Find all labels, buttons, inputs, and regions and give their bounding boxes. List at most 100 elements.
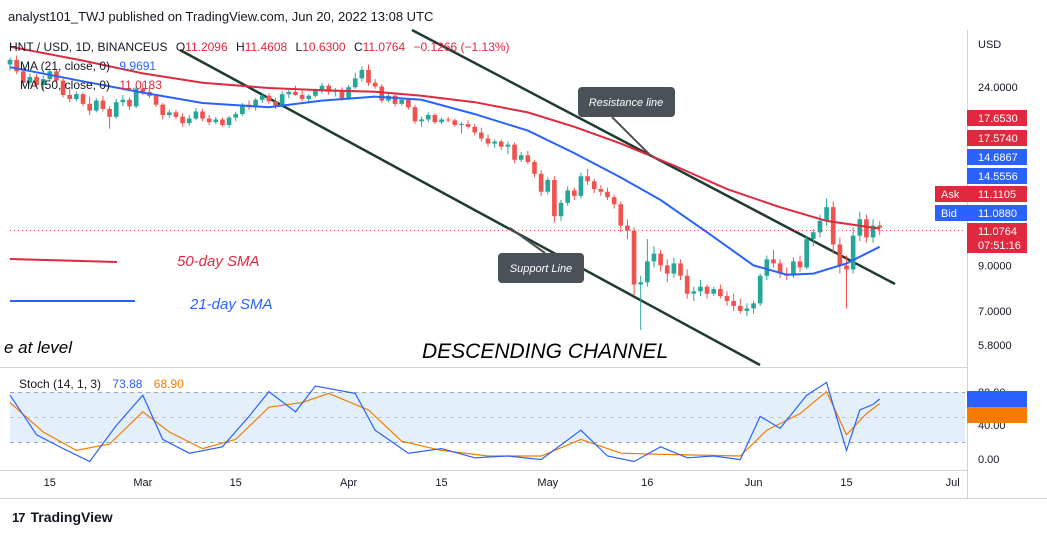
time-tick-label: Jul	[946, 477, 960, 489]
candle-body	[518, 155, 524, 160]
candle-body	[870, 225, 876, 238]
candle-body	[153, 95, 159, 105]
price-axis-currency: USD	[978, 39, 1001, 51]
candle-body	[379, 86, 385, 101]
candle-body	[830, 207, 836, 245]
candle-body	[293, 91, 298, 95]
candle-body	[492, 141, 497, 144]
candle-body	[306, 95, 312, 99]
time-tick-label: Mar	[133, 477, 152, 489]
candle-body	[120, 99, 126, 103]
time-tick-label: Jun	[745, 477, 763, 489]
support-callout-box	[498, 253, 584, 283]
candle-body	[591, 181, 597, 190]
candle-body	[220, 119, 225, 125]
chart-legend[interactable]: HNT / USD, 1D, BINANCEUS O11.2096 H11.46…	[9, 40, 510, 391]
time-tick-label: Apr	[340, 477, 357, 489]
candle-body	[824, 207, 829, 221]
sma50-legend-line	[9, 258, 118, 263]
stoch-lines-group	[9, 381, 881, 463]
price-tag-box	[967, 186, 1027, 202]
candle-body	[731, 300, 736, 306]
candle-body	[419, 119, 424, 122]
candle-body	[27, 76, 33, 83]
candle-body	[180, 116, 185, 124]
price-tag-value: 07:51:16	[978, 240, 1021, 252]
price-tag-box	[967, 237, 1027, 253]
candle-body	[326, 85, 331, 92]
tradingview-footer[interactable]: 17 TradingView	[12, 509, 113, 525]
support-callout-pointer	[509, 227, 546, 254]
candle-body	[671, 263, 677, 274]
candle-body	[452, 120, 458, 125]
candle-body	[167, 112, 172, 115]
candle-body	[757, 275, 763, 304]
stoch-tick-0: 0.00	[978, 454, 999, 466]
time-tick-label: 15	[230, 477, 242, 489]
price-tag-value: 11.0880	[978, 208, 1017, 220]
candle-body	[664, 265, 670, 274]
candle-body	[538, 173, 544, 192]
candle-body	[60, 80, 66, 95]
candle-body	[857, 219, 863, 236]
candle-body	[113, 102, 119, 117]
sma21-label: 21-day SMA	[189, 296, 273, 313]
symbol-pair: HNT / USD, 1D, BINANCEUS	[9, 40, 167, 54]
candle-body	[764, 259, 770, 276]
stoch-d-tag	[967, 407, 1027, 423]
price-tag-box	[967, 110, 1027, 126]
resistance-callout: Resistance line	[578, 87, 675, 158]
candle-body	[698, 286, 703, 292]
candle-body	[691, 291, 697, 294]
stoch-d-line	[9, 390, 881, 457]
candle-body	[20, 71, 26, 83]
candle-body	[339, 90, 345, 99]
price-tags: 17.6530 17.5740 14.6867 14.5556 Ask 11.1105 Bi…	[935, 110, 1027, 253]
candle-body	[485, 138, 491, 144]
candle-body	[127, 99, 132, 107]
time-tick-label: 15	[44, 477, 56, 489]
ma21-line	[9, 66, 881, 276]
ma21-legend: MA (21, close, 0) 9.9691	[20, 59, 156, 73]
change-value: −0.1266 (−1.13%)	[413, 40, 509, 54]
publisher-header: analyst101_TWJ published on TradingView.…	[8, 9, 434, 24]
close-label: C	[354, 40, 363, 54]
candle-body	[525, 155, 531, 163]
candle-body	[804, 239, 809, 268]
price-tag-label-box	[935, 186, 967, 202]
candle-body	[658, 253, 663, 266]
price-tick-label: 7.0000	[978, 306, 1012, 318]
time-axis[interactable]: 15 Mar 15 Apr 15 May 16 Jun 15 Jul	[44, 477, 960, 489]
candle-body	[645, 261, 650, 283]
moving-averages-group	[9, 45, 881, 276]
candle-body	[399, 99, 405, 104]
candle-body	[744, 308, 750, 312]
candle-body	[678, 263, 683, 276]
candle-body	[273, 101, 278, 106]
tradingview-brand: TradingView	[30, 509, 113, 525]
resistance-callout-box	[578, 87, 675, 117]
ma50-legend: MA (50, close, 0) 11.0183	[20, 78, 162, 92]
ma21-legend-value: 9.9691	[119, 59, 156, 73]
candle-body	[392, 95, 398, 104]
stoch-axis[interactable]: 80.00 40.00 0.00	[967, 387, 1027, 466]
candle-body	[173, 112, 179, 117]
support-callout-label: Support Line	[510, 263, 572, 275]
candle-body	[313, 91, 318, 96]
candle-body	[359, 69, 365, 79]
price-tag-box	[967, 130, 1027, 146]
candle-body	[34, 76, 39, 85]
open-value: 11.2096	[185, 40, 228, 54]
candle-body	[751, 303, 756, 309]
candle-body	[279, 94, 285, 106]
candle-body	[100, 100, 106, 109]
candle-body	[877, 225, 883, 228]
candle-body	[286, 91, 292, 95]
symbol-line: HNT / USD, 1D, BINANCEUS O11.2096 H11.46…	[9, 40, 510, 54]
candle-body	[186, 118, 192, 124]
candle-body	[505, 144, 511, 147]
candle-body	[578, 176, 584, 196]
candle-body	[213, 119, 219, 123]
